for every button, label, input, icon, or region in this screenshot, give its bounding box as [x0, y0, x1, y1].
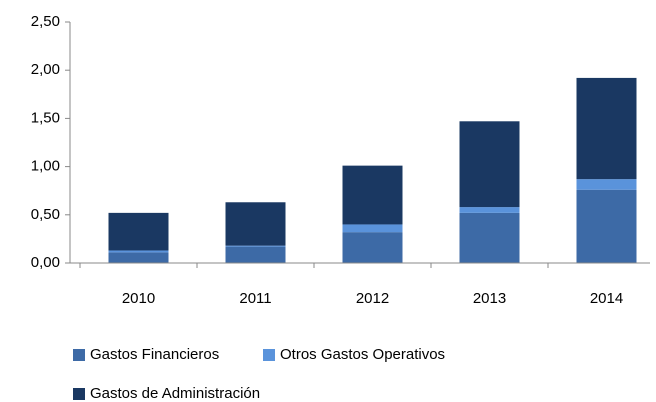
- x-tick-label: 2011: [239, 290, 271, 307]
- bar-segment: [576, 179, 637, 190]
- bar-segment: [576, 77, 637, 180]
- bar-segment: [576, 189, 637, 263]
- bar-segment: [225, 246, 286, 263]
- bar-segment: [459, 121, 520, 208]
- x-tick-label: 2013: [473, 290, 506, 307]
- y-tick-label: 0,00: [31, 254, 60, 271]
- y-tick-label: 1,00: [31, 158, 60, 175]
- x-tick-label: 2010: [122, 290, 155, 307]
- legend-swatch: [263, 349, 275, 361]
- bar-segment: [342, 224, 403, 233]
- bar-segment: [342, 165, 403, 225]
- legend-label: Gastos de Administración: [90, 385, 260, 402]
- bar-segment: [459, 212, 520, 263]
- y-tick-label: 1,50: [31, 109, 60, 126]
- y-tick-label: 2,00: [31, 61, 60, 78]
- bar-segment: [225, 245, 286, 247]
- x-tick-label: 2014: [590, 290, 623, 307]
- y-tick-label: 2,50: [31, 13, 60, 30]
- y-tick-label: 0,50: [31, 206, 60, 223]
- legend-label: Gastos Financieros: [90, 346, 219, 363]
- bar-segment: [342, 232, 403, 263]
- legend-swatch: [73, 349, 85, 361]
- legend-swatch: [73, 388, 85, 400]
- bar-segment: [225, 202, 286, 246]
- bar-segment: [108, 250, 169, 253]
- bar-segment: [459, 207, 520, 213]
- legend-label: Otros Gastos Operativos: [280, 346, 445, 363]
- bar-segment: [108, 212, 169, 251]
- x-tick-label: 2012: [356, 290, 389, 307]
- bar-segment: [108, 252, 169, 263]
